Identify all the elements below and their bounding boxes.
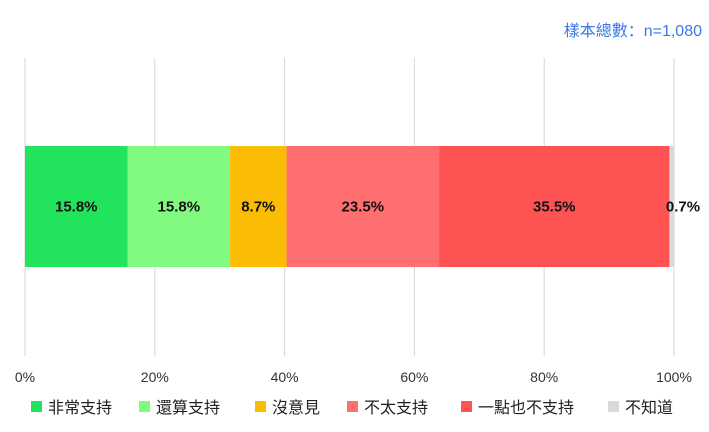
legend-swatch [255,400,266,412]
x-tick-label: 0% [15,369,35,385]
legend-label: 還算支持 [156,400,221,417]
legend-label: 不太支持 [364,400,429,417]
data-label: 15.8% [55,199,98,216]
legend-swatch [139,400,150,412]
data-label: 23.5% [342,199,385,216]
legend-swatch [461,400,472,412]
x-axis-ticks: 0% 20% 40% 60% 80% 100% [15,369,692,385]
legend-label: 非常支持 [48,400,113,417]
x-tick-label: 100% [656,369,692,385]
data-label: 0.7% [666,199,700,216]
legend-label: 沒意見 [272,400,321,417]
legend-item: 還算支持 [139,396,221,417]
legend-item: 沒意見 [255,396,321,417]
bar-segments [25,146,674,267]
legend-swatch [347,400,358,412]
x-tick-label: 60% [400,369,428,385]
bar-segment [669,146,674,267]
legend-item: 不知道 [608,396,674,417]
bar-segment [230,146,287,267]
bar-segment [439,146,670,267]
data-label: 8.7% [241,199,275,216]
x-tick-label: 20% [141,369,169,385]
legend-label: 不知道 [625,400,674,417]
x-tick-label: 80% [530,369,558,385]
legend-item: 非常支持 [31,396,113,417]
bar-segment [127,146,231,267]
legend-swatch [608,400,619,412]
sample-size-note: 樣本總數：n=1,080 [563,23,702,40]
data-label: 35.5% [533,199,576,216]
legend-item: 一點也不支持 [461,396,575,417]
legend-item: 不太支持 [347,396,429,417]
data-label: 15.8% [158,199,201,216]
x-tick-label: 40% [271,369,299,385]
data-labels: 15.8% 15.8% 8.7% 23.5% 35.5% 0.7% [55,199,700,216]
bar-segment [286,146,440,267]
legend-swatch [31,400,42,412]
legend: 非常支持 還算支持 沒意見 不太支持 一點也不支持 不知道 [0,396,709,417]
bar-segment [25,146,128,267]
legend-label: 一點也不支持 [478,400,575,417]
